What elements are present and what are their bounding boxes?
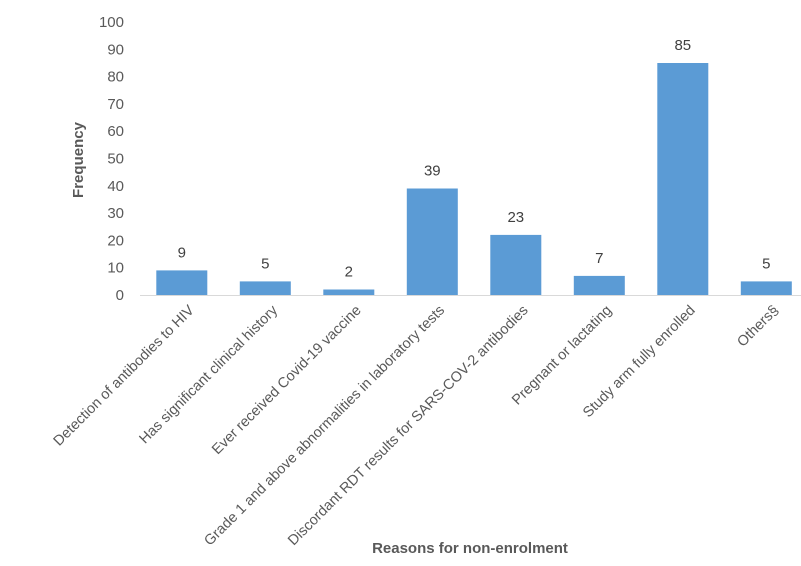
data-label: 23 (507, 209, 524, 226)
data-label: 5 (762, 255, 770, 272)
data-labels: 9 5 2 39 23 7 85 5 (178, 37, 771, 281)
y-tick-label: 100 (99, 14, 124, 31)
category-label: Others§ (734, 303, 782, 351)
category-label: Has significant clinical history (136, 302, 281, 447)
bar (573, 275, 625, 295)
bar (323, 289, 375, 295)
category-label: Ever received Covid-19 vaccine (209, 303, 364, 458)
y-tick-label: 40 (107, 178, 124, 195)
y-axis-ticks: 0 10 20 30 40 50 60 70 80 90 100 (99, 14, 124, 304)
data-label: 2 (345, 264, 353, 281)
bar (406, 188, 458, 295)
bar (239, 281, 291, 295)
y-tick-label: 50 (107, 151, 124, 168)
data-label: 39 (424, 163, 441, 180)
bar (490, 234, 542, 295)
y-tick-label: 80 (107, 69, 124, 86)
data-label: 7 (595, 250, 603, 267)
y-tick-label: 10 (107, 260, 124, 277)
y-tick-label: 20 (107, 232, 124, 249)
data-label: 9 (178, 244, 186, 261)
bar (156, 270, 208, 295)
category-label: Detection of antibodies to HIV (51, 302, 198, 449)
y-tick-label: 30 (107, 205, 124, 222)
y-axis-title: Frequency (70, 121, 87, 198)
y-tick-label: 70 (107, 96, 124, 113)
bar (657, 63, 709, 295)
bars (156, 63, 792, 295)
y-tick-label: 60 (107, 123, 124, 140)
bar (740, 281, 792, 295)
y-tick-label: 90 (107, 41, 124, 58)
data-label: 5 (261, 255, 269, 272)
x-axis-title: Reasons for non-enrolment (372, 540, 568, 557)
y-tick-label: 0 (116, 287, 124, 304)
data-label: 85 (674, 37, 691, 54)
